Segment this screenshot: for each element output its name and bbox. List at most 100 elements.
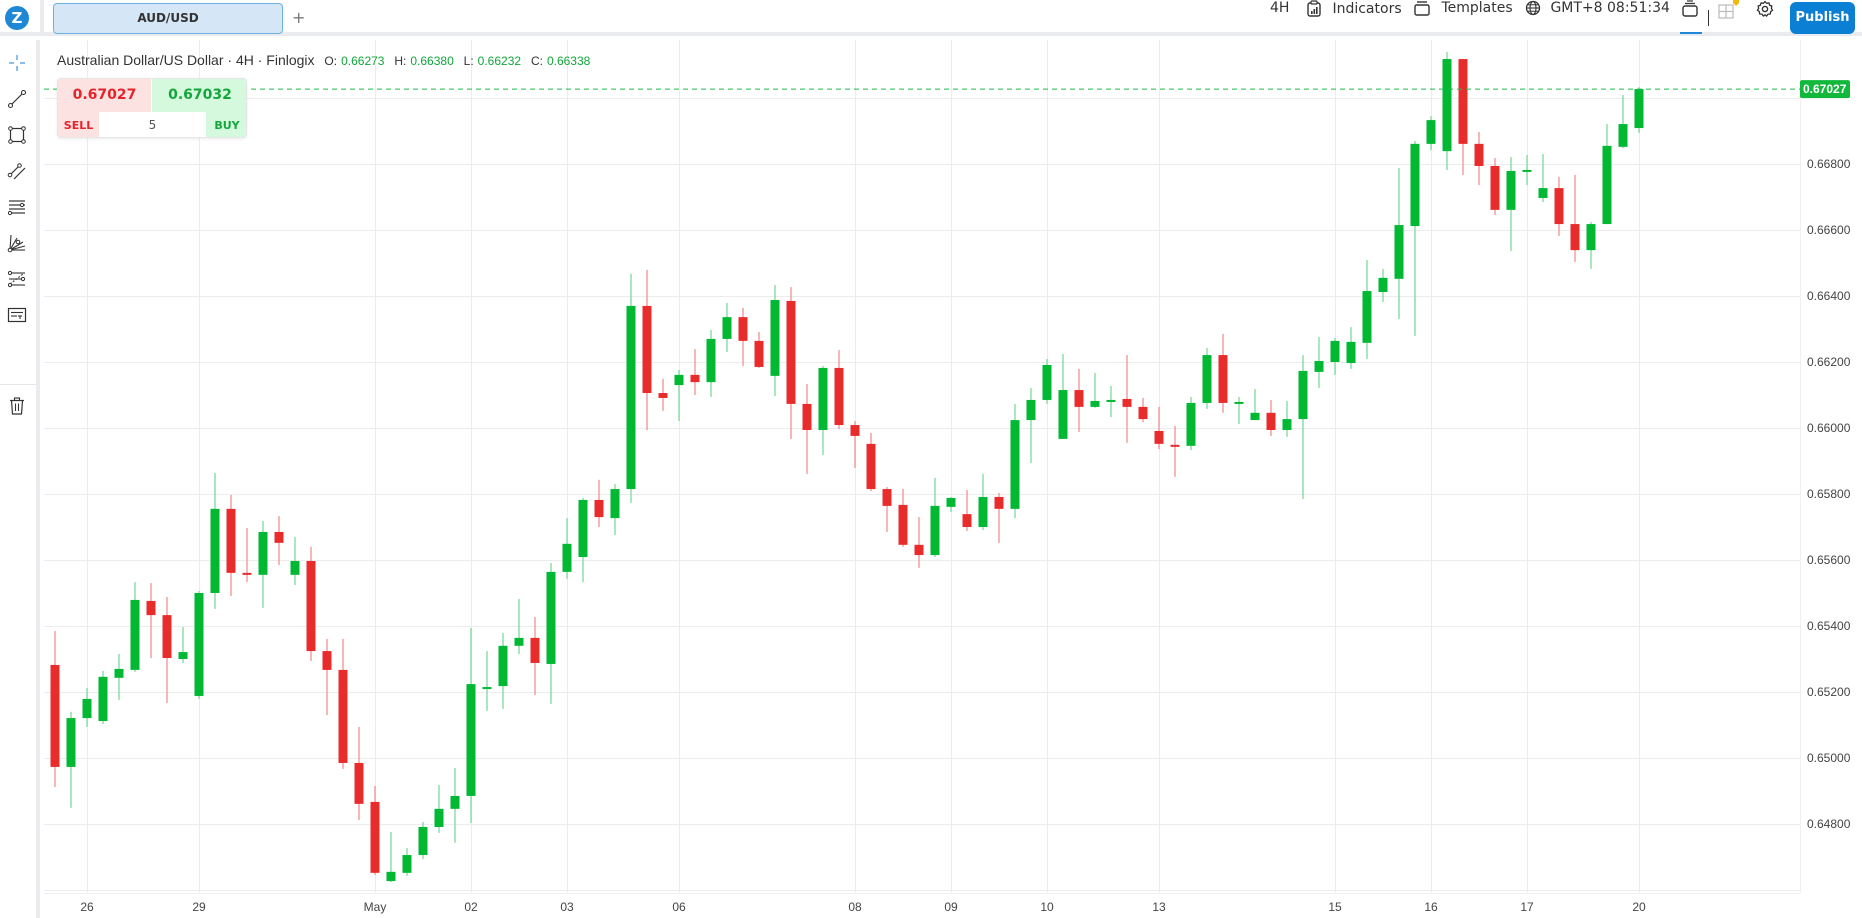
buy-price-button[interactable]: 0.67032 (152, 79, 246, 112)
buy-button[interactable]: BUY (206, 112, 246, 137)
quantity-input[interactable] (99, 112, 206, 137)
time-axis-label: 26 (80, 900, 94, 914)
candle (354, 762, 364, 804)
indicators-icon (1306, 0, 1326, 17)
candle (338, 669, 348, 763)
candle (930, 505, 940, 556)
candle (1250, 412, 1260, 421)
price-axis-label: 0.64800 (1807, 817, 1851, 831)
symbol-tab-audusd[interactable]: AUD/USD (53, 3, 283, 34)
candle (1538, 188, 1548, 198)
candle (66, 718, 76, 767)
text-note-tool[interactable] (4, 304, 30, 330)
candle (1042, 364, 1052, 400)
indicators-button[interactable]: Indicators (1306, 0, 1402, 36)
candle (914, 544, 924, 556)
trend-line-tool[interactable] (4, 88, 30, 114)
candle (1506, 170, 1516, 210)
candle (162, 615, 172, 659)
price-axis-label: 0.65200 (1807, 685, 1851, 699)
parallel-channel-icon (7, 161, 27, 186)
sell-price-button[interactable]: 0.67027 (58, 79, 151, 112)
candle (674, 374, 684, 386)
candle (274, 531, 284, 543)
templates-icon (1413, 0, 1435, 16)
horizontal-lines-icon (7, 197, 27, 222)
fib-retracement-tool[interactable] (4, 268, 30, 294)
horizontal-lines-tool[interactable] (4, 196, 30, 222)
candle (402, 855, 412, 873)
candle (1346, 341, 1356, 363)
candle (1010, 420, 1020, 509)
candle (1154, 430, 1164, 444)
layout-button[interactable] (1718, 0, 1740, 36)
sell-button[interactable]: SELL (58, 112, 99, 137)
settings-button[interactable] (1756, 0, 1774, 36)
candle (1410, 143, 1420, 227)
divider (40, 0, 44, 36)
add-tab-button[interactable]: + (292, 8, 306, 27)
candle (498, 645, 508, 687)
trend-line-icon (7, 89, 27, 114)
price-axis-label: 0.66600 (1807, 223, 1851, 237)
crosshair-icon (7, 53, 27, 78)
open-label: O: (324, 54, 338, 68)
divider (1708, 10, 1709, 26)
candle (530, 637, 540, 663)
candle (418, 826, 428, 856)
candle (98, 676, 108, 722)
rectangle-tool[interactable] (4, 124, 30, 150)
candle (594, 499, 604, 518)
candle (1554, 188, 1564, 225)
timezone-button[interactable]: GMT+8 (1525, 0, 1603, 36)
candle (610, 489, 620, 519)
publish-button[interactable]: Publish (1790, 2, 1855, 34)
candle (770, 299, 780, 376)
candle (1394, 225, 1404, 279)
templates-button[interactable]: Templates (1413, 0, 1513, 36)
candle (146, 600, 156, 616)
layers-icon (1680, 0, 1700, 17)
candle (1602, 145, 1612, 225)
time-axis-label: May (364, 900, 387, 914)
candle (194, 593, 204, 696)
parallel-channel-tool[interactable] (4, 160, 30, 186)
low-label: L: (463, 54, 474, 68)
price-axis-label: 0.66400 (1807, 289, 1851, 303)
candle (50, 664, 60, 767)
candle (994, 496, 1004, 509)
crosshair-tool[interactable] (4, 52, 30, 78)
candle (1330, 340, 1340, 362)
trade-panel: 0.67027 0.67032 SELL BUY (57, 78, 247, 138)
time-axis-label: 03 (560, 900, 574, 914)
timeframe-button[interactable]: 4H (1270, 0, 1290, 16)
close-value: 0.66338 (546, 54, 591, 68)
logo-icon[interactable]: Z (5, 6, 29, 30)
candle (1378, 277, 1388, 293)
candles (50, 52, 1644, 883)
candle (1122, 398, 1132, 407)
timezone-label: GMT+8 (1550, 0, 1603, 16)
candle (1074, 390, 1084, 407)
time-axis-label: 17 (1520, 900, 1534, 914)
fib-fan-tool[interactable] (4, 232, 30, 258)
chart-legend: Australian Dollar/US Dollar · 4H · Finlo… (57, 52, 590, 68)
time-axis-label: 29 (192, 900, 206, 914)
current-price-tag (1800, 80, 1850, 99)
candle (1474, 143, 1484, 166)
candle (306, 560, 316, 652)
high-label: H: (394, 54, 407, 68)
fib-retracement-icon (7, 269, 27, 294)
delete-all-tool[interactable] (4, 395, 30, 421)
svg-text:0.67027: 0.67027 (1803, 82, 1847, 96)
trash-icon (7, 396, 27, 421)
candle (1442, 59, 1452, 152)
candle (1426, 120, 1436, 144)
price-chart[interactable]: 0.64800 0.65000 0.65200 0.65400 0.65600 0.658… (44, 40, 1862, 918)
candle (754, 340, 764, 367)
candle (1634, 89, 1644, 129)
candle (1586, 224, 1596, 251)
candlestick-plot[interactable]: 0.64800 0.65000 0.65200 0.65400 0.65600 0.658… (44, 40, 1862, 918)
layers-button[interactable] (1680, 0, 1702, 34)
candle (482, 687, 492, 690)
